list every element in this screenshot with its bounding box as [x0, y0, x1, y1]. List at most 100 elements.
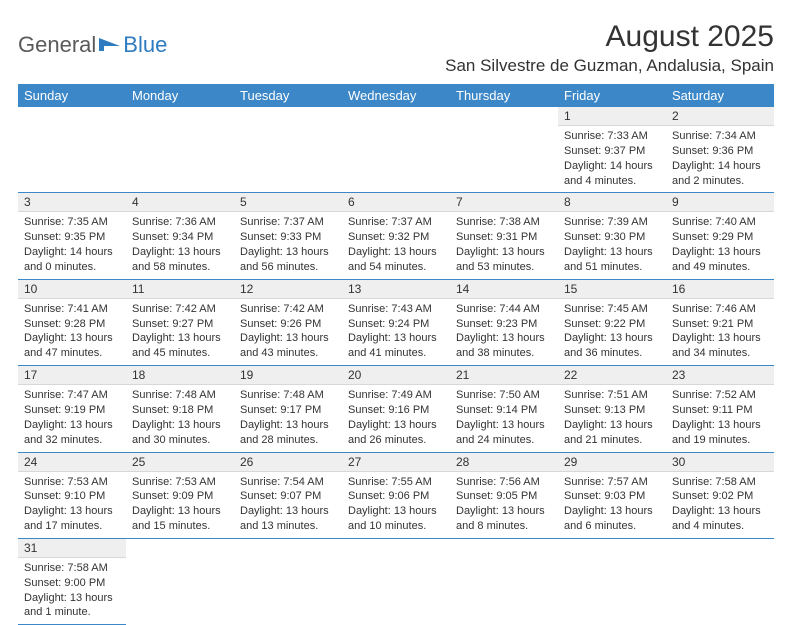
- sunrise-text: Sunrise: 7:41 AM: [24, 302, 120, 317]
- day-body: Sunrise: 7:49 AMSunset: 9:16 PMDaylight:…: [342, 385, 450, 451]
- week-row: 17Sunrise: 7:47 AMSunset: 9:19 PMDayligh…: [18, 366, 774, 452]
- day-number: 20: [342, 366, 450, 385]
- day-cell: 7Sunrise: 7:38 AMSunset: 9:31 PMDaylight…: [450, 193, 558, 279]
- sunrise-text: Sunrise: 7:33 AM: [564, 129, 660, 144]
- day-body: Sunrise: 7:58 AMSunset: 9:00 PMDaylight:…: [18, 558, 126, 624]
- sunrise-text: Sunrise: 7:51 AM: [564, 388, 660, 403]
- day-body: Sunrise: 7:39 AMSunset: 9:30 PMDaylight:…: [558, 212, 666, 278]
- calendar-table: Sunday Monday Tuesday Wednesday Thursday…: [18, 84, 774, 625]
- empty-cell: [450, 107, 558, 193]
- daylight-text: Daylight: 13 hours and 54 minutes.: [348, 245, 444, 275]
- day-number: 19: [234, 366, 342, 385]
- sunrise-text: Sunrise: 7:49 AM: [348, 388, 444, 403]
- sunset-text: Sunset: 9:00 PM: [24, 576, 120, 591]
- daylight-text: Daylight: 14 hours and 2 minutes.: [672, 159, 768, 189]
- sunset-text: Sunset: 9:30 PM: [564, 230, 660, 245]
- sunset-text: Sunset: 9:02 PM: [672, 489, 768, 504]
- day-number: 25: [126, 453, 234, 472]
- daylight-text: Daylight: 13 hours and 10 minutes.: [348, 504, 444, 534]
- day-body: Sunrise: 7:42 AMSunset: 9:26 PMDaylight:…: [234, 299, 342, 365]
- weekday-header: Thursday: [450, 84, 558, 107]
- weekday-header: Wednesday: [342, 84, 450, 107]
- daylight-text: Daylight: 13 hours and 41 minutes.: [348, 331, 444, 361]
- sunrise-text: Sunrise: 7:43 AM: [348, 302, 444, 317]
- sunset-text: Sunset: 9:21 PM: [672, 317, 768, 332]
- week-row: 10Sunrise: 7:41 AMSunset: 9:28 PMDayligh…: [18, 279, 774, 365]
- empty-cell: [18, 107, 126, 193]
- empty-cell: [234, 107, 342, 193]
- day-cell: 16Sunrise: 7:46 AMSunset: 9:21 PMDayligh…: [666, 279, 774, 365]
- sunrise-text: Sunrise: 7:36 AM: [132, 215, 228, 230]
- weekday-header: Monday: [126, 84, 234, 107]
- sunrise-text: Sunrise: 7:42 AM: [240, 302, 336, 317]
- day-cell: 13 Sunrise: 7:43 AMSunset: 9:24 PMDayligh…: [342, 279, 450, 365]
- daylight-text: Daylight: 13 hours and 19 minutes.: [672, 418, 768, 448]
- daylight-text: Daylight: 13 hours and 17 minutes.: [24, 504, 120, 534]
- day-body: Sunrise: 7:50 AMSunset: 9:14 PMDaylight:…: [450, 385, 558, 451]
- day-cell: 21Sunrise: 7:50 AMSunset: 9:14 PMDayligh…: [450, 366, 558, 452]
- day-cell: 19Sunrise: 7:48 AMSunset: 9:17 PMDayligh…: [234, 366, 342, 452]
- sunrise-text: Sunrise: 7:58 AM: [672, 475, 768, 490]
- day-body: Sunrise: 7:35 AMSunset: 9:35 PMDaylight:…: [18, 212, 126, 278]
- sunset-text: Sunset: 9:16 PM: [348, 403, 444, 418]
- sunset-text: Sunset: 9:34 PM: [132, 230, 228, 245]
- day-number: 7: [450, 193, 558, 212]
- day-cell: 1Sunrise: 7:33 AMSunset: 9:37 PMDaylight…: [558, 107, 666, 193]
- weekday-header: Friday: [558, 84, 666, 107]
- day-cell: 3Sunrise: 7:35 AMSunset: 9:35 PMDaylight…: [18, 193, 126, 279]
- sunset-text: Sunset: 9:24 PM: [348, 317, 444, 332]
- day-cell: 14Sunrise: 7:44 AMSunset: 9:23 PMDayligh…: [450, 279, 558, 365]
- daylight-text: Daylight: 14 hours and 4 minutes.: [564, 159, 660, 189]
- day-cell: 6Sunrise: 7:37 AMSunset: 9:32 PMDaylight…: [342, 193, 450, 279]
- sunrise-text: Sunrise: 7:52 AM: [672, 388, 768, 403]
- sunrise-text: Sunrise: 7:34 AM: [672, 129, 768, 144]
- day-cell: 30Sunrise: 7:58 AMSunset: 9:02 PMDayligh…: [666, 452, 774, 538]
- day-number: 22: [558, 366, 666, 385]
- day-cell: 15Sunrise: 7:45 AMSunset: 9:22 PMDayligh…: [558, 279, 666, 365]
- sunrise-text: Sunrise: 7:50 AM: [456, 388, 552, 403]
- day-body: Sunrise: 7:56 AMSunset: 9:05 PMDaylight:…: [450, 472, 558, 538]
- day-number: 6: [342, 193, 450, 212]
- day-body: Sunrise: 7:53 AMSunset: 9:09 PMDaylight:…: [126, 472, 234, 538]
- daylight-text: Daylight: 13 hours and 4 minutes.: [672, 504, 768, 534]
- daylight-text: Daylight: 13 hours and 21 minutes.: [564, 418, 660, 448]
- daylight-text: Daylight: 13 hours and 8 minutes.: [456, 504, 552, 534]
- daylight-text: Daylight: 13 hours and 34 minutes.: [672, 331, 768, 361]
- sunset-text: Sunset: 9:23 PM: [456, 317, 552, 332]
- day-body: Sunrise: 7:45 AMSunset: 9:22 PMDaylight:…: [558, 299, 666, 365]
- day-body: Sunrise: 7:41 AMSunset: 9:28 PMDaylight:…: [18, 299, 126, 365]
- day-body: Sunrise: 7:38 AMSunset: 9:31 PMDaylight:…: [450, 212, 558, 278]
- sunset-text: Sunset: 9:35 PM: [24, 230, 120, 245]
- day-number: 21: [450, 366, 558, 385]
- weekday-header: Tuesday: [234, 84, 342, 107]
- week-row: 3Sunrise: 7:35 AMSunset: 9:35 PMDaylight…: [18, 193, 774, 279]
- sunrise-text: Sunrise: 7:53 AM: [24, 475, 120, 490]
- day-cell: 5Sunrise: 7:37 AMSunset: 9:33 PMDaylight…: [234, 193, 342, 279]
- sunset-text: Sunset: 9:18 PM: [132, 403, 228, 418]
- day-number: 15: [558, 280, 666, 299]
- sunrise-text: Sunrise: 7:45 AM: [564, 302, 660, 317]
- daylight-text: Daylight: 13 hours and 45 minutes.: [132, 331, 228, 361]
- day-body: Sunrise: 7:34 AMSunset: 9:36 PMDaylight:…: [666, 126, 774, 192]
- day-cell: 17Sunrise: 7:47 AMSunset: 9:19 PMDayligh…: [18, 366, 126, 452]
- sunset-text: Sunset: 9:22 PM: [564, 317, 660, 332]
- daylight-text: Daylight: 13 hours and 1 minute.: [24, 591, 120, 621]
- weekday-header-row: Sunday Monday Tuesday Wednesday Thursday…: [18, 84, 774, 107]
- empty-cell: [126, 107, 234, 193]
- daylight-text: Daylight: 13 hours and 24 minutes.: [456, 418, 552, 448]
- daylight-text: Daylight: 13 hours and 13 minutes.: [240, 504, 336, 534]
- day-cell: 28Sunrise: 7:56 AMSunset: 9:05 PMDayligh…: [450, 452, 558, 538]
- day-number: 13: [342, 280, 450, 299]
- sunrise-text: Sunrise: 7:37 AM: [348, 215, 444, 230]
- daylight-text: Daylight: 13 hours and 26 minutes.: [348, 418, 444, 448]
- day-cell: 12Sunrise: 7:42 AMSunset: 9:26 PMDayligh…: [234, 279, 342, 365]
- day-number: 12: [234, 280, 342, 299]
- sunset-text: Sunset: 9:19 PM: [24, 403, 120, 418]
- day-body: Sunrise: 7:36 AMSunset: 9:34 PMDaylight:…: [126, 212, 234, 278]
- daylight-text: Daylight: 13 hours and 56 minutes.: [240, 245, 336, 275]
- day-body: Sunrise: 7:54 AMSunset: 9:07 PMDaylight:…: [234, 472, 342, 538]
- sunset-text: Sunset: 9:11 PM: [672, 403, 768, 418]
- day-body: Sunrise: 7:37 AMSunset: 9:32 PMDaylight:…: [342, 212, 450, 278]
- day-body: Sunrise: 7:53 AMSunset: 9:10 PMDaylight:…: [18, 472, 126, 538]
- daylight-text: Daylight: 13 hours and 36 minutes.: [564, 331, 660, 361]
